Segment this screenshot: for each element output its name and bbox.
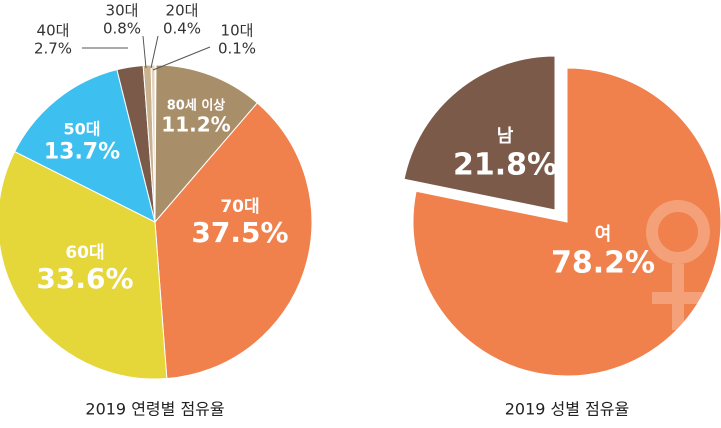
value-label: 0.8%: [103, 20, 141, 38]
value-label: 13.7%: [44, 140, 120, 165]
slice-label: 60대: [65, 243, 104, 263]
value-label: 78.2%: [551, 245, 655, 280]
slice-label: 70대: [220, 197, 259, 217]
pie-slice: [403, 55, 556, 211]
pie-slice: [154, 102, 313, 380]
value-label: 11.2%: [161, 112, 230, 136]
slice-label: 10대: [221, 22, 254, 40]
value-label: 2.7%: [34, 40, 72, 58]
pie-slice: [150, 64, 156, 223]
leader-line: [142, 35, 147, 69]
slice-label: 20대: [166, 2, 199, 20]
leader-line: [152, 46, 211, 71]
slice-label: 50대: [64, 119, 101, 138]
pie-slice: [13, 69, 156, 223]
value-label: 33.6%: [36, 262, 133, 295]
pie-slice: [0, 150, 168, 380]
pie-slice: [154, 64, 259, 224]
leader-line: [150, 35, 159, 69]
female-symbol: [646, 200, 710, 264]
slice-label: 80세 이상: [167, 98, 226, 114]
pie-slice: [412, 67, 721, 377]
value-label: 21.8%: [453, 147, 557, 182]
slice-label: 여: [595, 224, 612, 245]
value-label: 0.1%: [218, 40, 256, 58]
value-label: 37.5%: [191, 216, 288, 249]
slice-label: 30대: [106, 2, 139, 20]
slice-label: 40대: [37, 22, 70, 40]
chart-title: 2019 연령별 점유율: [85, 400, 224, 419]
female-symbol: [652, 264, 704, 330]
slice-label: 남: [497, 126, 514, 147]
value-label: 0.4%: [163, 20, 201, 38]
chart-title: 2019 성별 점유율: [505, 400, 630, 419]
